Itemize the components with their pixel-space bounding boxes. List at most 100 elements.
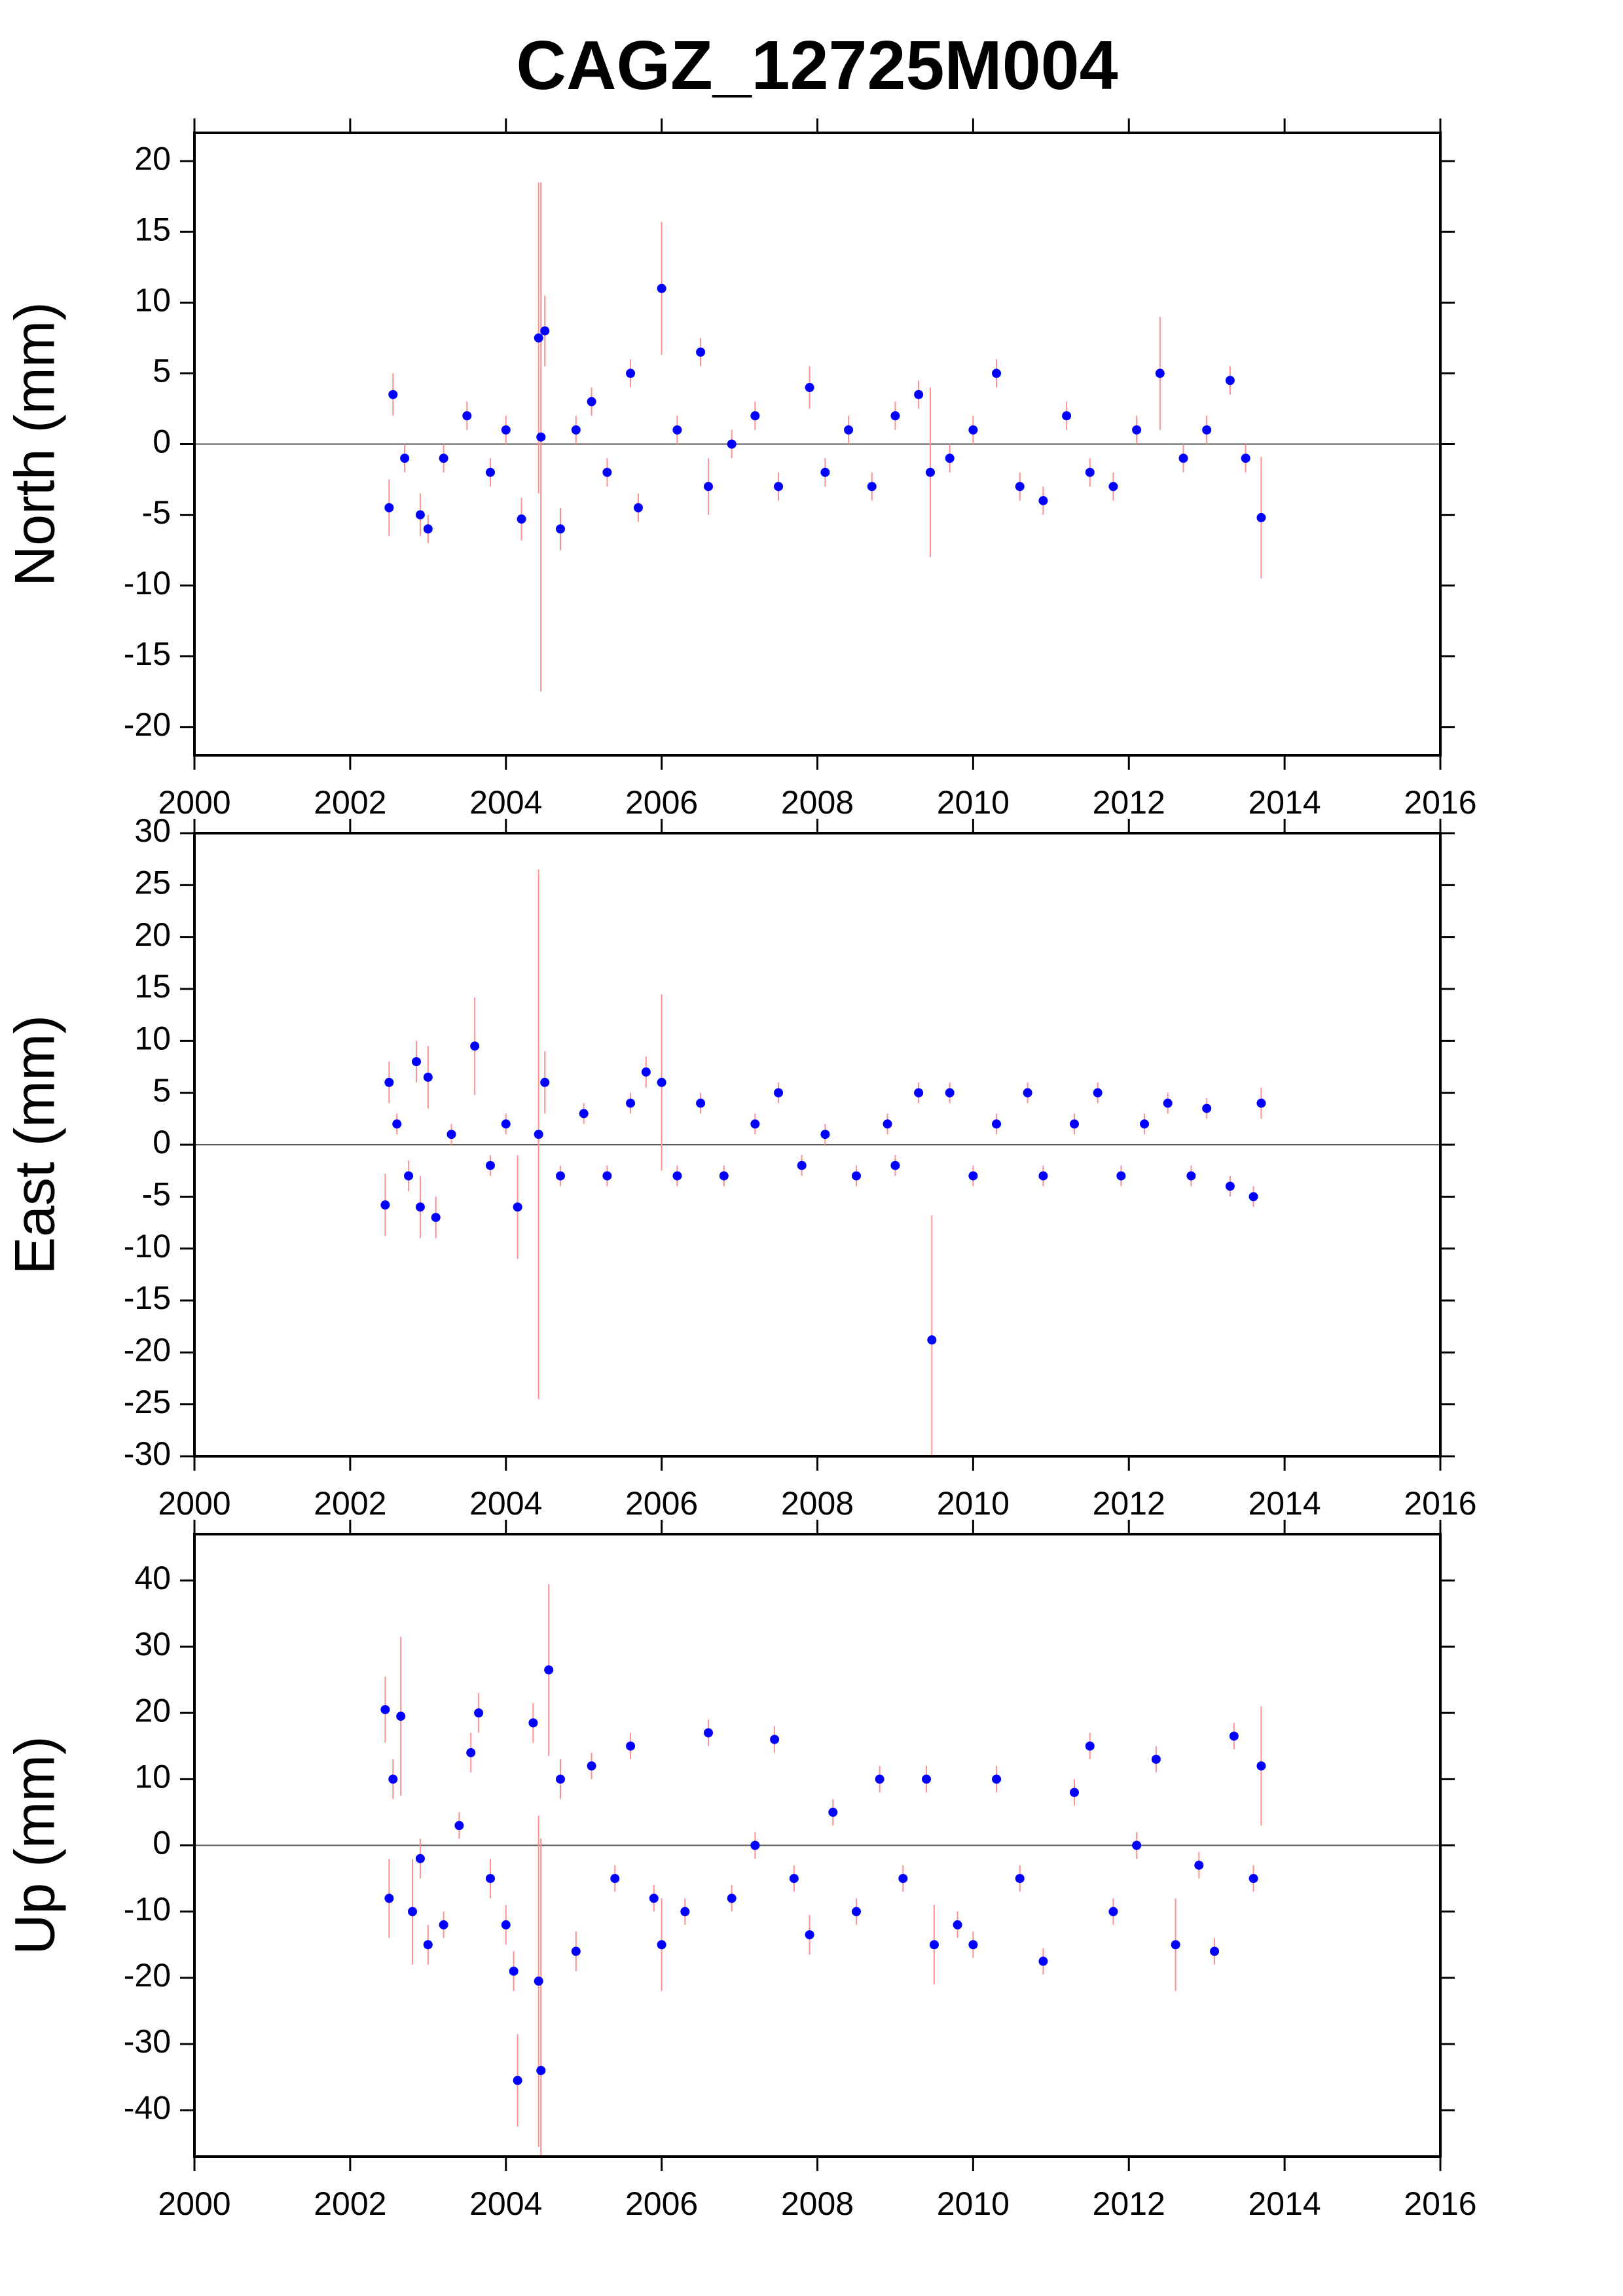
data-point bbox=[400, 454, 410, 463]
data-point bbox=[1171, 1940, 1180, 1950]
data-point bbox=[1108, 482, 1118, 492]
data-point bbox=[851, 1171, 861, 1181]
data-point bbox=[774, 1088, 784, 1098]
x-tick-label: 2008 bbox=[781, 2185, 854, 2222]
x-tick-label: 2014 bbox=[1249, 784, 1321, 821]
data-point bbox=[1229, 1731, 1239, 1741]
data-point bbox=[571, 425, 581, 435]
y-tick-label: 30 bbox=[134, 812, 171, 849]
data-point bbox=[1023, 1088, 1032, 1098]
y-tick-label: 20 bbox=[134, 1692, 171, 1729]
data-point bbox=[672, 1171, 682, 1181]
data-point bbox=[534, 333, 543, 343]
y-tick-label: 10 bbox=[134, 1020, 171, 1057]
data-point bbox=[501, 1119, 511, 1129]
data-point bbox=[447, 1130, 456, 1139]
y-tick-label: -10 bbox=[124, 565, 171, 601]
data-point bbox=[945, 1088, 955, 1098]
data-point bbox=[750, 1840, 760, 1850]
y-tick-label: 30 bbox=[134, 1626, 171, 1662]
data-point bbox=[696, 348, 706, 357]
data-point bbox=[587, 397, 596, 406]
data-point bbox=[610, 1874, 620, 1884]
x-tick-label: 2010 bbox=[937, 784, 1010, 821]
data-point bbox=[1178, 454, 1188, 463]
data-point bbox=[423, 1940, 433, 1950]
data-point bbox=[1151, 1754, 1161, 1764]
data-point bbox=[1249, 1874, 1258, 1884]
data-point bbox=[805, 1930, 814, 1940]
x-tick-label: 2004 bbox=[469, 784, 542, 821]
data-point bbox=[513, 2075, 522, 2085]
y-axis-label: East (mm) bbox=[4, 1015, 67, 1275]
data-point bbox=[396, 1712, 406, 1721]
data-point bbox=[1108, 1907, 1118, 1916]
x-tick-label: 2002 bbox=[314, 784, 386, 821]
x-tick-label: 2006 bbox=[625, 2185, 698, 2222]
x-tick-label: 2004 bbox=[469, 1485, 542, 1522]
data-point bbox=[867, 482, 877, 492]
data-point bbox=[1194, 1860, 1204, 1870]
data-point bbox=[696, 1098, 706, 1108]
x-tick-label: 2002 bbox=[314, 1485, 386, 1522]
x-tick-label: 2014 bbox=[1249, 2185, 1321, 2222]
data-point bbox=[626, 1741, 636, 1751]
data-point bbox=[1256, 512, 1266, 522]
data-point bbox=[633, 503, 643, 512]
data-point bbox=[703, 1728, 713, 1738]
data-point bbox=[657, 1077, 666, 1087]
data-point bbox=[929, 1940, 939, 1950]
data-point bbox=[828, 1807, 838, 1817]
data-point bbox=[844, 425, 854, 435]
y-axis-label: North (mm) bbox=[4, 302, 67, 586]
data-point bbox=[470, 1041, 480, 1051]
y-tick-label: 15 bbox=[134, 968, 171, 1005]
y-tick-label: -30 bbox=[124, 1435, 171, 1472]
data-point bbox=[657, 1940, 666, 1950]
data-point bbox=[431, 1213, 441, 1223]
data-point bbox=[851, 1907, 861, 1916]
data-point bbox=[540, 1077, 550, 1087]
y-tick-label: -20 bbox=[124, 1332, 171, 1369]
y-tick-label: 40 bbox=[134, 1560, 171, 1596]
data-point bbox=[914, 389, 924, 399]
data-point bbox=[727, 1893, 737, 1903]
data-point bbox=[626, 368, 636, 378]
data-point bbox=[953, 1920, 962, 1929]
data-point bbox=[423, 1072, 433, 1082]
data-point bbox=[770, 1734, 780, 1744]
x-tick-label: 2016 bbox=[1404, 1485, 1476, 1522]
data-point bbox=[820, 467, 830, 477]
data-point bbox=[517, 514, 526, 524]
x-tick-label: 2006 bbox=[625, 1485, 698, 1522]
x-tick-label: 2000 bbox=[158, 2185, 230, 2222]
data-point bbox=[657, 283, 666, 293]
data-point bbox=[1202, 425, 1212, 435]
y-tick-label: 5 bbox=[153, 353, 171, 389]
data-point bbox=[1256, 1761, 1266, 1771]
data-point bbox=[875, 1774, 884, 1784]
data-point bbox=[1155, 368, 1165, 378]
data-point bbox=[1038, 1956, 1048, 1966]
data-point bbox=[439, 454, 448, 463]
data-point bbox=[1202, 1103, 1212, 1113]
data-point bbox=[474, 1708, 484, 1718]
data-point bbox=[1210, 1946, 1220, 1956]
data-point bbox=[411, 1057, 421, 1067]
data-point bbox=[1186, 1171, 1196, 1181]
y-tick-label: 0 bbox=[153, 1124, 171, 1160]
data-point bbox=[579, 1109, 589, 1119]
data-point bbox=[501, 425, 511, 435]
y-tick-label: -25 bbox=[124, 1384, 171, 1420]
data-point bbox=[513, 1202, 522, 1212]
data-point bbox=[528, 1718, 538, 1728]
data-point bbox=[1062, 411, 1072, 421]
y-tick-label: 10 bbox=[134, 282, 171, 319]
data-point bbox=[968, 1940, 978, 1950]
data-point bbox=[1015, 482, 1025, 492]
data-point bbox=[556, 1774, 566, 1784]
data-point bbox=[404, 1171, 414, 1181]
x-tick-label: 2010 bbox=[937, 2185, 1010, 2222]
data-point bbox=[1038, 495, 1048, 505]
y-tick-label: -10 bbox=[124, 1891, 171, 1928]
